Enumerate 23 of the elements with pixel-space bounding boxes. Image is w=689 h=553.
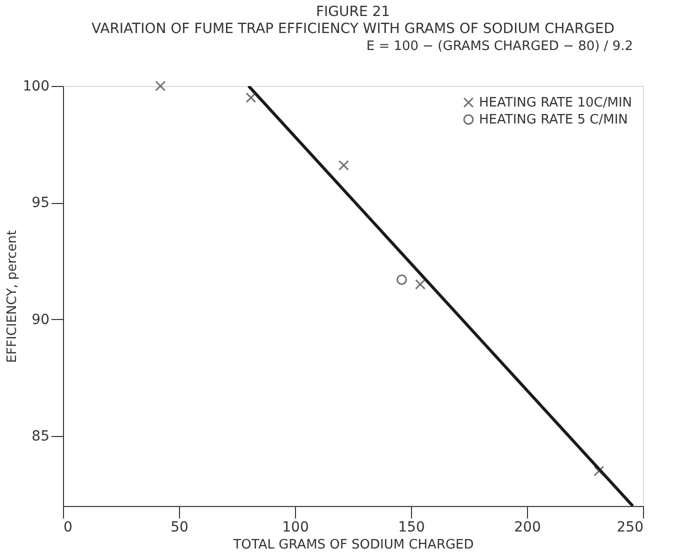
text: E = 100 − (GRAMS CHARGED − 80) / 9.2	[366, 39, 633, 54]
chart-subtitle: VARIATION OF FUME TRAP EFFICIENCY WITH GRAMS OF SODIUM CHARGED	[91, 21, 615, 37]
legend-label: HEATING RATE 5 C/MIN	[479, 112, 628, 128]
point	[594, 466, 604, 476]
x-axis-title: TOTAL GRAMS OF SODIUM CHARGED	[232, 538, 474, 552]
y-tick-label: 90	[32, 312, 50, 328]
point	[155, 80, 166, 92]
point	[338, 160, 349, 171]
y-tick-label: 100	[22, 78, 50, 94]
x-tick-label: 150	[398, 520, 425, 536]
y-tick-label: 85	[32, 428, 50, 444]
y-tick-label: 95	[32, 195, 50, 212]
point	[396, 274, 407, 285]
point	[246, 92, 256, 103]
point	[415, 279, 426, 290]
x-tick-label: 100	[282, 520, 309, 536]
x-tick-label: 50	[170, 520, 188, 536]
x-tick-label: 0	[64, 520, 72, 536]
x-tick-label: 250	[616, 520, 644, 536]
x-tick-label: 200	[514, 520, 541, 536]
y-axis-title: EFFICIENCY, percent	[4, 230, 20, 363]
legend-label: HEATING RATE 10C/MIN	[479, 96, 632, 110]
chart-title: FIGURE 21	[316, 4, 390, 20]
